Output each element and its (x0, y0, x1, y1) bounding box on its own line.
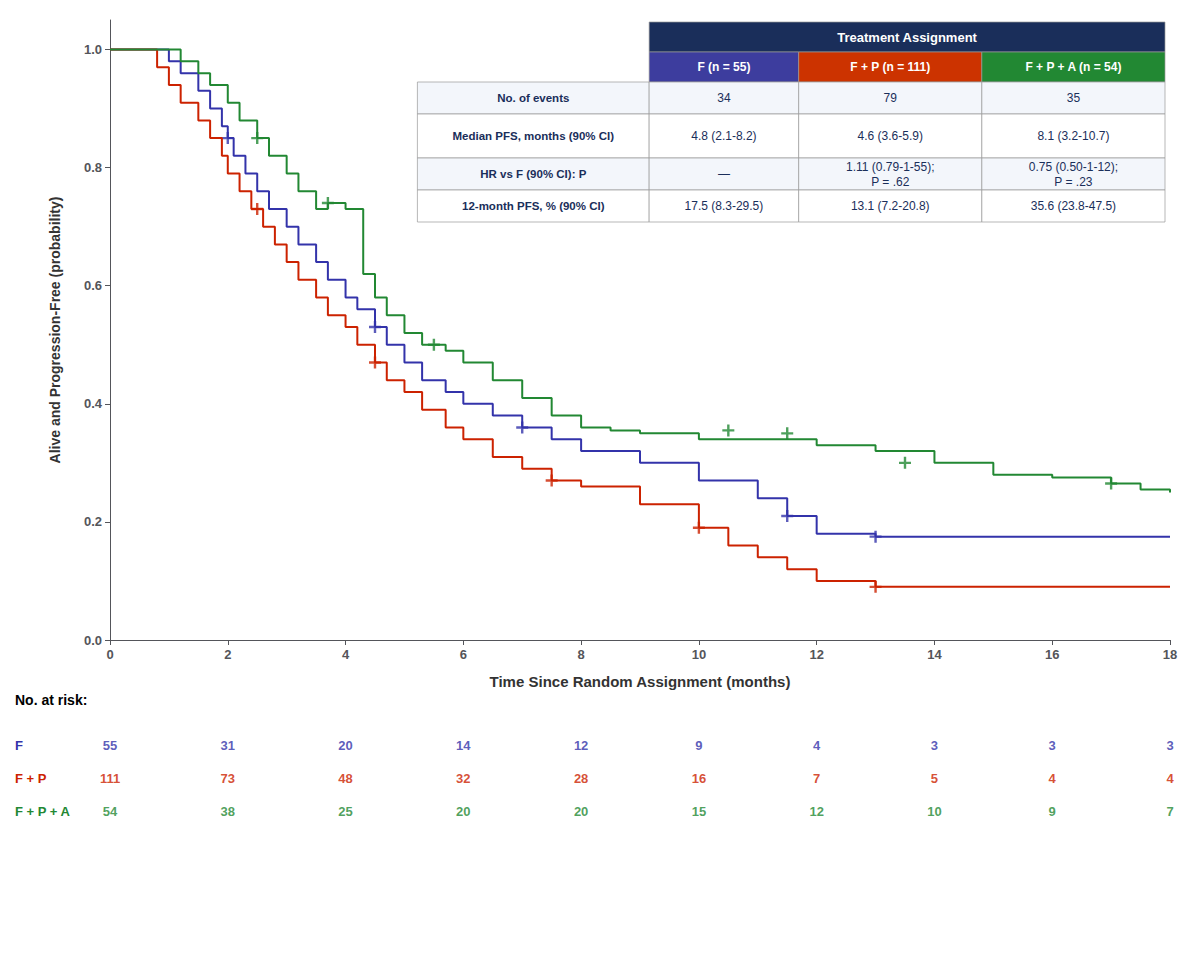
svg-text:55: 55 (103, 738, 117, 753)
svg-text:31: 31 (221, 738, 235, 753)
svg-text:No. at risk:: No. at risk: (15, 692, 87, 708)
svg-text:20: 20 (456, 804, 470, 819)
svg-text:4: 4 (813, 738, 821, 753)
svg-text:32: 32 (456, 771, 470, 786)
svg-text:1.0: 1.0 (84, 42, 102, 57)
svg-text:0.4: 0.4 (84, 396, 103, 411)
svg-text:F (n = 55): F (n = 55) (697, 60, 750, 74)
svg-text:4: 4 (342, 647, 350, 662)
svg-text:5: 5 (931, 771, 938, 786)
svg-text:25: 25 (338, 804, 352, 819)
svg-text:48: 48 (338, 771, 352, 786)
svg-text:Median PFS, months (90% CI): Median PFS, months (90% CI) (452, 130, 614, 142)
svg-text:0.2: 0.2 (84, 514, 102, 529)
svg-text:No. of events: No. of events (497, 92, 569, 104)
svg-text:14: 14 (456, 738, 471, 753)
svg-text:Time Since Random Assignment (: Time Since Random Assignment (months) (490, 673, 791, 690)
svg-text:38: 38 (221, 804, 235, 819)
svg-text:8: 8 (577, 647, 584, 662)
svg-text:2: 2 (224, 647, 231, 662)
svg-text:28: 28 (574, 771, 588, 786)
svg-text:79: 79 (884, 91, 898, 105)
svg-text:F + P + A (n = 54): F + P + A (n = 54) (1025, 60, 1121, 74)
svg-text:16: 16 (692, 771, 706, 786)
svg-text:HR vs F (90% CI): P: HR vs F (90% CI): P (480, 168, 586, 180)
svg-text:1.11 (0.79-1-55);: 1.11 (0.79-1-55); (846, 160, 935, 174)
svg-text:14: 14 (927, 647, 942, 662)
svg-text:0.0: 0.0 (84, 633, 102, 648)
svg-text:10: 10 (927, 804, 941, 819)
svg-text:16: 16 (1045, 647, 1059, 662)
svg-text:12-month PFS, % (90% CI): 12-month PFS, % (90% CI) (462, 200, 605, 212)
svg-text:Treatment Assignment: Treatment Assignment (837, 30, 977, 45)
svg-text:Alive and Progression-Free (pr: Alive and Progression-Free (probability) (47, 197, 63, 464)
svg-text:4: 4 (1049, 771, 1057, 786)
svg-text:P = .62: P = .62 (871, 175, 909, 189)
svg-text:54: 54 (103, 804, 118, 819)
svg-text:7: 7 (1166, 804, 1173, 819)
svg-text:3: 3 (931, 738, 938, 753)
svg-text:F: F (15, 738, 23, 753)
svg-text:4.8 (2.1-8.2): 4.8 (2.1-8.2) (691, 129, 756, 143)
svg-text:35.6 (23.8-47.5): 35.6 (23.8-47.5) (1031, 199, 1116, 213)
svg-text:111: 111 (100, 771, 120, 786)
svg-text:0.75 (0.50-1-12);: 0.75 (0.50-1-12); (1029, 160, 1118, 174)
svg-text:4: 4 (1166, 771, 1174, 786)
svg-text:73: 73 (221, 771, 235, 786)
svg-text:12: 12 (574, 738, 588, 753)
svg-text:20: 20 (338, 738, 352, 753)
svg-text:4.6 (3.6-5.9): 4.6 (3.6-5.9) (858, 129, 923, 143)
svg-text:9: 9 (695, 738, 702, 753)
svg-text:F + P: F + P (15, 771, 47, 786)
svg-text:13.1 (7.2-20.8): 13.1 (7.2-20.8) (851, 199, 930, 213)
svg-text:10: 10 (692, 647, 706, 662)
svg-text:F + P + A: F + P + A (15, 804, 71, 819)
svg-text:34: 34 (717, 91, 731, 105)
svg-text:35: 35 (1067, 91, 1081, 105)
svg-text:F + P (n = 111): F + P (n = 111) (850, 60, 930, 74)
svg-text:18: 18 (1163, 647, 1177, 662)
svg-text:3: 3 (1049, 738, 1056, 753)
svg-text:0: 0 (106, 647, 113, 662)
svg-text:—: — (718, 167, 730, 181)
svg-text:3: 3 (1166, 738, 1173, 753)
svg-text:12: 12 (809, 647, 823, 662)
svg-text:9: 9 (1049, 804, 1056, 819)
svg-text:P = .23: P = .23 (1054, 175, 1092, 189)
svg-text:6: 6 (460, 647, 467, 662)
svg-text:17.5 (8.3-29.5): 17.5 (8.3-29.5) (685, 199, 764, 213)
svg-text:8.1 (3.2-10.7): 8.1 (3.2-10.7) (1037, 129, 1109, 143)
svg-text:7: 7 (813, 771, 820, 786)
svg-text:0.6: 0.6 (84, 278, 102, 293)
svg-text:15: 15 (692, 804, 706, 819)
svg-text:12: 12 (809, 804, 823, 819)
svg-text:0.8: 0.8 (84, 160, 102, 175)
svg-text:20: 20 (574, 804, 588, 819)
